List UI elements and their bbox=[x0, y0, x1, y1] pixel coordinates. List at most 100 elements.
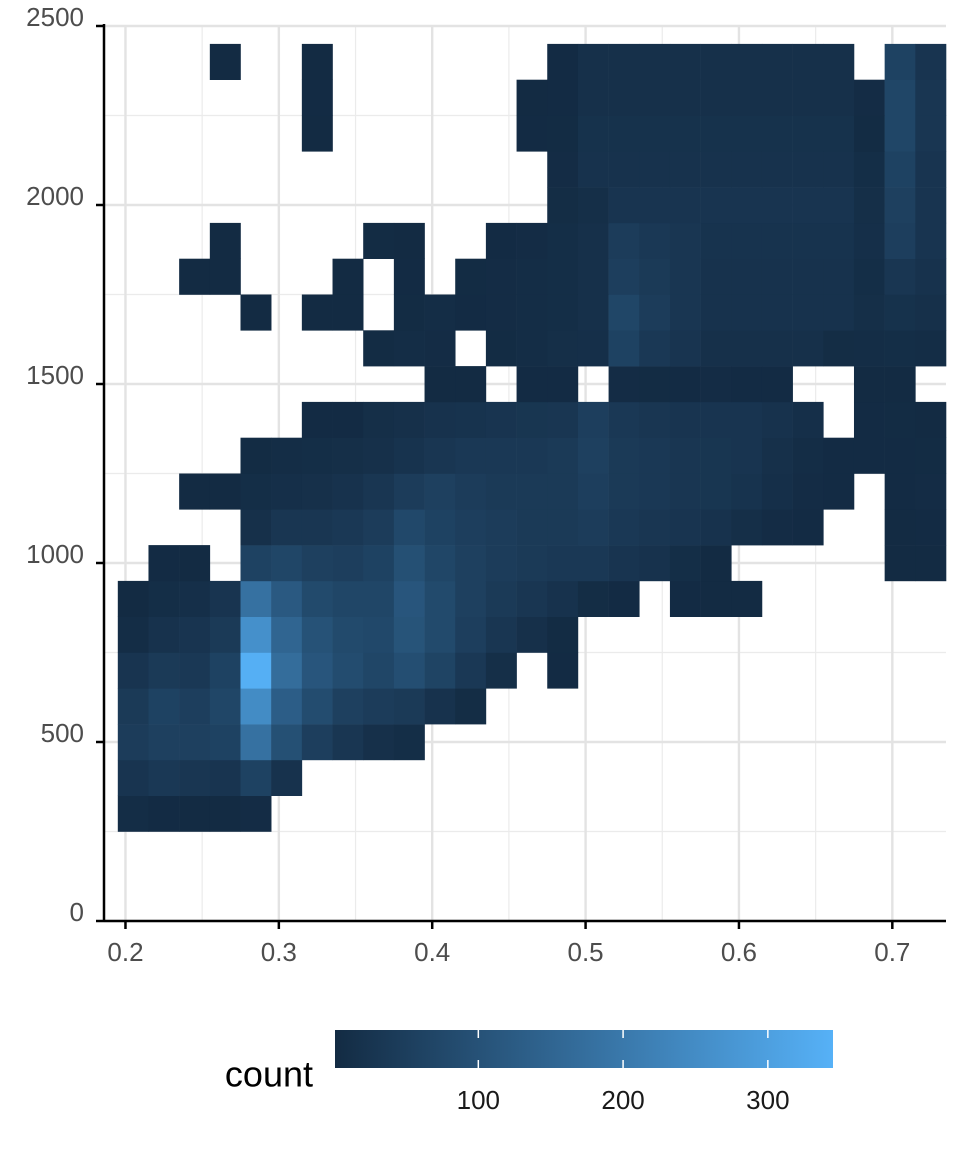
cell bbox=[731, 258, 763, 295]
cell bbox=[240, 437, 272, 474]
cell bbox=[915, 401, 947, 438]
cell bbox=[424, 294, 456, 331]
cell bbox=[240, 580, 272, 617]
cell bbox=[884, 509, 916, 546]
cell bbox=[332, 724, 364, 761]
cell bbox=[301, 401, 333, 438]
cell bbox=[700, 545, 732, 582]
cell bbox=[700, 366, 732, 403]
cell bbox=[853, 330, 885, 367]
cell bbox=[792, 509, 824, 546]
cell bbox=[393, 437, 425, 474]
cell bbox=[761, 79, 793, 116]
cell bbox=[516, 366, 548, 403]
cell bbox=[424, 330, 456, 367]
colorbar-tick-label: 200 bbox=[601, 1085, 644, 1115]
cell bbox=[639, 437, 671, 474]
cell bbox=[547, 151, 579, 188]
cell bbox=[700, 294, 732, 331]
cell bbox=[639, 366, 671, 403]
cell bbox=[485, 437, 517, 474]
cell bbox=[792, 222, 824, 259]
cell bbox=[915, 258, 947, 295]
cell bbox=[731, 222, 763, 259]
cell bbox=[761, 151, 793, 188]
cell bbox=[455, 509, 487, 546]
cell bbox=[271, 545, 303, 582]
cell bbox=[393, 258, 425, 295]
cell bbox=[332, 473, 364, 510]
cell bbox=[301, 115, 333, 152]
y-tick-label: 0 bbox=[70, 897, 84, 927]
cell bbox=[915, 294, 947, 331]
cell bbox=[209, 795, 241, 832]
cell bbox=[547, 616, 579, 653]
cell bbox=[117, 688, 149, 725]
cell bbox=[301, 580, 333, 617]
cell bbox=[516, 616, 548, 653]
cell bbox=[700, 258, 732, 295]
cell bbox=[179, 652, 211, 689]
cell bbox=[363, 688, 395, 725]
cell bbox=[179, 724, 211, 761]
cell bbox=[884, 258, 916, 295]
cell bbox=[700, 43, 732, 80]
cell bbox=[332, 258, 364, 295]
cell bbox=[577, 79, 609, 116]
cell bbox=[884, 79, 916, 116]
cell bbox=[424, 580, 456, 617]
cell bbox=[179, 616, 211, 653]
cell bbox=[577, 401, 609, 438]
cell bbox=[117, 724, 149, 761]
cell bbox=[731, 115, 763, 152]
cell bbox=[179, 545, 211, 582]
cell bbox=[761, 115, 793, 152]
cell bbox=[639, 294, 671, 331]
cell bbox=[393, 616, 425, 653]
cell bbox=[823, 115, 855, 152]
cell bbox=[853, 79, 885, 116]
cell bbox=[915, 151, 947, 188]
cell bbox=[547, 222, 579, 259]
cell bbox=[608, 437, 640, 474]
cell bbox=[853, 222, 885, 259]
cell bbox=[639, 473, 671, 510]
cell bbox=[731, 43, 763, 80]
cell bbox=[516, 294, 548, 331]
cell bbox=[915, 79, 947, 116]
cell bbox=[639, 187, 671, 224]
cell bbox=[485, 616, 517, 653]
cell bbox=[424, 473, 456, 510]
cell bbox=[547, 473, 579, 510]
x-tick-label: 0.5 bbox=[568, 937, 604, 967]
cell bbox=[823, 79, 855, 116]
cell bbox=[884, 437, 916, 474]
cell bbox=[700, 115, 732, 152]
cell bbox=[669, 115, 701, 152]
cell bbox=[301, 473, 333, 510]
cell bbox=[761, 401, 793, 438]
cell bbox=[761, 222, 793, 259]
y-tick-label: 2000 bbox=[26, 181, 84, 211]
cell bbox=[301, 294, 333, 331]
cell bbox=[516, 258, 548, 295]
cell bbox=[915, 115, 947, 152]
cell bbox=[639, 222, 671, 259]
cell bbox=[117, 580, 149, 617]
cell bbox=[577, 258, 609, 295]
cell bbox=[209, 759, 241, 796]
cell bbox=[424, 509, 456, 546]
cell bbox=[608, 115, 640, 152]
cell bbox=[823, 294, 855, 331]
cell bbox=[700, 187, 732, 224]
cell bbox=[148, 616, 180, 653]
cell bbox=[485, 294, 517, 331]
cell bbox=[363, 437, 395, 474]
cell bbox=[577, 545, 609, 582]
cell bbox=[516, 509, 548, 546]
cell bbox=[884, 187, 916, 224]
cell bbox=[301, 43, 333, 80]
cell bbox=[608, 43, 640, 80]
cell bbox=[148, 652, 180, 689]
